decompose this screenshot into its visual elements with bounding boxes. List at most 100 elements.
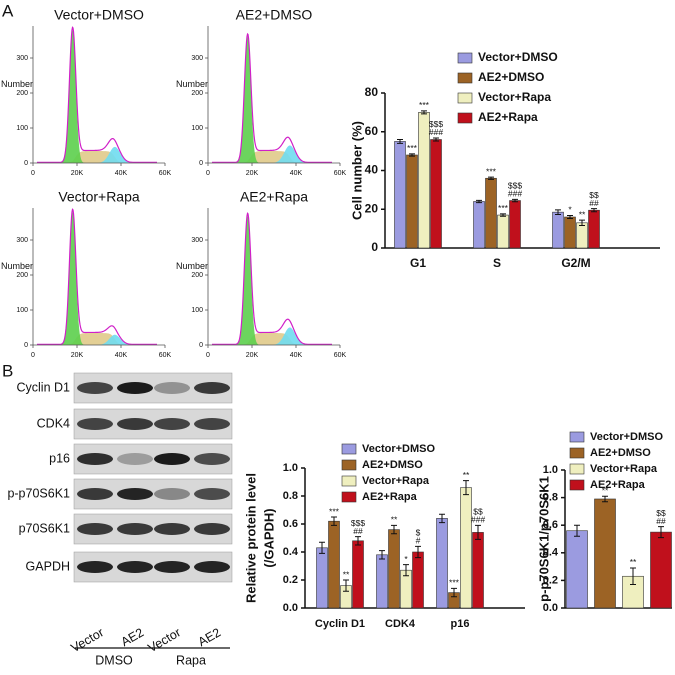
significance-label: ** xyxy=(579,209,586,219)
y-tick-label: 0.8 xyxy=(283,490,298,502)
bar xyxy=(376,554,388,609)
blot-band xyxy=(77,488,113,500)
bar xyxy=(650,531,672,609)
significance-label: *** xyxy=(498,203,509,213)
y-tick-label: 100 xyxy=(191,125,203,132)
x-tick-label: 0 xyxy=(31,352,35,359)
blot-band xyxy=(117,488,153,500)
bar xyxy=(430,139,442,249)
y-tick-label: 0.0 xyxy=(283,602,298,614)
flow-g1 xyxy=(58,212,87,345)
error-bar xyxy=(397,139,403,144)
blot-band xyxy=(194,488,230,500)
significance-label: ## xyxy=(656,516,666,526)
legend-label: Vector+Rapa xyxy=(590,463,658,475)
significance-label: $$ xyxy=(589,190,599,200)
error-bar xyxy=(602,495,608,503)
flow-g2 xyxy=(98,334,131,345)
x-tick-label: 0 xyxy=(206,170,210,177)
protein-label: p-p70S6K1 xyxy=(7,486,70,500)
bar xyxy=(552,211,564,249)
bar xyxy=(394,141,406,249)
protein-label: p16 xyxy=(49,451,70,465)
error-bar xyxy=(579,219,585,227)
x-tick-label: 60K xyxy=(159,170,172,177)
significance-label: ### xyxy=(429,127,443,137)
error-bar xyxy=(512,198,518,203)
blot-band xyxy=(194,382,230,394)
legend-label: AE2+Rapa xyxy=(478,110,538,124)
error-bar xyxy=(630,567,636,586)
y-axis-label: p-p70S6K1/p70S6K1 xyxy=(536,476,551,602)
x-tick-label: S xyxy=(493,256,501,270)
x-tick-label: 0 xyxy=(31,170,35,177)
panel-label: B xyxy=(2,361,13,380)
flow-title: AE2+Rapa xyxy=(240,189,308,205)
bar xyxy=(352,540,364,609)
significance-label: $$$ xyxy=(351,518,365,528)
legend-swatch xyxy=(341,475,357,487)
y-tick-label: 300 xyxy=(16,55,28,62)
significance-label: ## xyxy=(589,198,599,208)
legend-swatch xyxy=(457,52,473,64)
legend-swatch xyxy=(341,443,357,455)
legend-label: Vector+DMSO xyxy=(590,431,663,443)
x-tick-label: 0 xyxy=(206,352,210,359)
legend-label: AE2+DMSO xyxy=(362,459,423,471)
blot-band xyxy=(77,523,113,535)
y-tick-label: 0.6 xyxy=(543,519,558,531)
legend-swatch xyxy=(457,72,473,84)
blot-band xyxy=(194,453,230,465)
blot-band xyxy=(77,382,113,394)
bar xyxy=(472,532,484,609)
legend-swatch xyxy=(457,92,473,104)
significance-label: ** xyxy=(343,569,350,579)
error-bar xyxy=(488,176,494,180)
significance-label: * xyxy=(568,205,572,215)
bar xyxy=(460,487,472,609)
significance-label: ### xyxy=(508,189,522,199)
significance-label: ### xyxy=(471,515,485,525)
error-bar xyxy=(421,110,427,115)
significance-label: *** xyxy=(449,578,460,588)
y-tick-label: 0.2 xyxy=(543,574,558,586)
significance-label: $$$ xyxy=(429,119,443,129)
significance-label: $ xyxy=(416,528,421,538)
y-tick-label: 100 xyxy=(16,307,28,314)
significance-label: *** xyxy=(419,100,430,110)
blot-band xyxy=(154,561,190,573)
y-axis-label: Relative protein level xyxy=(243,473,258,603)
flow-ylabel: Number xyxy=(176,79,208,89)
legend-swatch xyxy=(569,463,585,475)
error-bar xyxy=(433,137,439,142)
x-tick-label: p16 xyxy=(451,618,470,630)
y-tick-label: 200 xyxy=(191,272,203,279)
y-tick-label: 1.0 xyxy=(543,464,558,476)
y-tick-label: 0.6 xyxy=(283,518,298,530)
y-tick-label: 0 xyxy=(24,160,28,167)
error-bar xyxy=(476,199,482,204)
bar xyxy=(588,209,600,249)
error-bar xyxy=(319,541,325,554)
bar xyxy=(473,201,485,249)
legend-label: Vector+Rapa xyxy=(478,90,551,104)
legend-label: AE2+Rapa xyxy=(362,491,418,503)
x-tick-label: 60K xyxy=(159,352,172,359)
flow-outline xyxy=(37,208,157,345)
significance-label: ** xyxy=(391,515,398,525)
y-tick-label: 0 xyxy=(199,160,203,167)
y-tick-label: 100 xyxy=(16,125,28,132)
x-tick-label: 40K xyxy=(115,170,128,177)
x-tick-label: CDK4 xyxy=(385,618,416,630)
bar xyxy=(497,214,509,249)
significance-label: ## xyxy=(353,526,363,536)
bar xyxy=(509,200,521,249)
legend-label: AE2+DMSO xyxy=(590,447,651,459)
y-tick-label: 40 xyxy=(365,163,379,177)
blot-band xyxy=(77,561,113,573)
y-axis-label: Cell number (%) xyxy=(349,121,364,220)
group-label: Rapa xyxy=(176,653,206,667)
bar xyxy=(485,177,497,249)
y-tick-label: 300 xyxy=(16,237,28,244)
flow-g2 xyxy=(273,145,306,163)
